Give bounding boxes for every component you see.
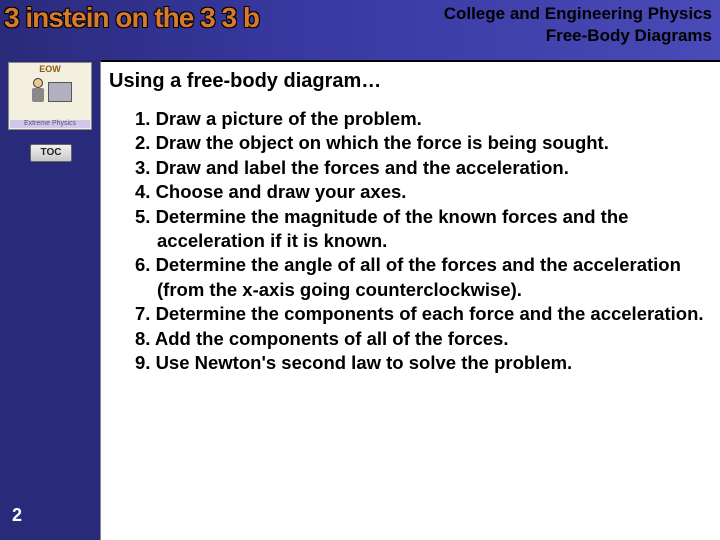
top-banner: 3 instein on the 3 3 b College and Engin… [0,0,720,60]
step-item: 8. Add the components of all of the forc… [135,327,714,351]
step-item: 6. Determine the angle of all of the for… [135,253,714,302]
step-item: 3. Draw and label the forces and the acc… [135,156,714,180]
header-text: College and Engineering Physics Free-Bod… [444,4,712,46]
person-computer-icon [26,76,74,116]
sidebar-thumbnail: EOW Extreme Physics [8,62,92,130]
header-course: College and Engineering Physics [444,4,712,24]
brand-logo: 3 instein on the 3 3 b [4,0,259,32]
steps-list: 1. Draw a picture of the problem. 2. Dra… [109,107,714,375]
thumb-label-bottom: Extreme Physics [10,120,90,128]
toc-button[interactable]: TOC [30,144,72,162]
step-item: 5. Determine the magnitude of the known … [135,205,714,254]
step-item: 4. Choose and draw your axes. [135,180,714,204]
step-item: 2. Draw the object on which the force is… [135,131,714,155]
step-item: 9. Use Newton's second law to solve the … [135,351,714,375]
sidebar: EOW Extreme Physics TOC 2 [0,60,100,540]
step-item: 1. Draw a picture of the problem. [135,107,714,131]
slide-content: Using a free-body diagram… 1. Draw a pic… [100,60,720,540]
step-item: 7. Determine the components of each forc… [135,302,714,326]
header-topic: Free-Body Diagrams [444,26,712,46]
slide-title: Using a free-body diagram… [109,70,714,93]
thumb-label-top: EOW [39,65,61,74]
page-number: 2 [12,505,22,526]
